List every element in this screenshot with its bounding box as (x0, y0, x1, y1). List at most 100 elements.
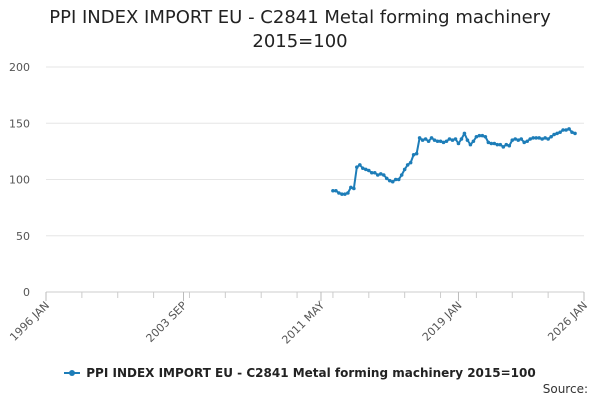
data-point[interactable] (519, 137, 524, 141)
data-point[interactable] (402, 167, 407, 172)
legend-label: PPI INDEX IMPORT EU - C2841 Metal formin… (86, 366, 536, 380)
data-point[interactable] (465, 138, 470, 142)
data-point[interactable] (456, 141, 461, 146)
x-tick-label: 2026 JAN (545, 299, 590, 344)
data-point[interactable] (471, 139, 476, 144)
data-point[interactable] (507, 143, 512, 148)
data-point[interactable] (372, 170, 377, 175)
x-axis: 1996 JAN 2003 SEP 2011 MAY 2019 JAN 2026 JAN (7, 292, 590, 347)
data-point[interactable] (462, 131, 467, 136)
data-point[interactable] (483, 134, 488, 139)
data-point[interactable] (447, 137, 452, 141)
data-point[interactable] (516, 138, 521, 142)
data-point[interactable] (537, 136, 541, 140)
chart-title: PPI INDEX IMPORT EU - C2841 Metal formin… (0, 6, 600, 54)
data-point[interactable] (570, 130, 574, 135)
data-point[interactable] (459, 137, 464, 141)
data-point[interactable] (552, 132, 556, 137)
y-tick-label: 150 (9, 117, 30, 130)
data-point[interactable] (528, 137, 532, 141)
data-point[interactable] (489, 141, 494, 146)
data-point[interactable] (444, 139, 449, 144)
data-point[interactable] (480, 133, 485, 138)
data-point[interactable] (387, 178, 392, 183)
data-point[interactable] (399, 173, 404, 177)
data-point[interactable] (349, 185, 353, 190)
data-point[interactable] (522, 140, 527, 145)
data-point[interactable] (501, 145, 506, 149)
data-point[interactable] (346, 191, 350, 195)
data-point[interactable] (555, 131, 559, 136)
data-point[interactable] (340, 192, 344, 196)
data-point[interactable] (420, 138, 425, 142)
data-point[interactable] (378, 172, 383, 176)
y-axis: 0 50 100 150 200 (9, 61, 30, 299)
data-point[interactable] (411, 152, 416, 157)
data-point[interactable] (510, 138, 515, 142)
x-tick-label: 2003 SEP (144, 299, 190, 345)
data-point[interactable] (381, 173, 386, 177)
data-point[interactable] (367, 168, 371, 173)
data-point[interactable] (534, 136, 538, 140)
data-point[interactable] (334, 188, 338, 193)
data-point[interactable] (417, 136, 422, 140)
data-point[interactable] (375, 173, 380, 177)
data-point[interactable] (361, 166, 365, 171)
data-point[interactable] (546, 137, 550, 141)
data-point[interactable] (495, 142, 500, 147)
data-point[interactable] (540, 137, 544, 141)
data-point[interactable] (450, 138, 455, 142)
y-tick-label: 50 (16, 230, 30, 243)
data-point[interactable] (435, 139, 440, 144)
data-point[interactable] (396, 177, 401, 182)
data-point[interactable] (453, 137, 458, 141)
data-point[interactable] (567, 127, 571, 131)
data-point[interactable] (477, 133, 482, 138)
data-point[interactable] (492, 141, 497, 146)
data-point[interactable] (573, 131, 577, 136)
data-point[interactable] (408, 160, 413, 165)
chart-title-line-2: 2015=100 (252, 31, 348, 52)
data-point[interactable] (468, 142, 473, 147)
data-point[interactable] (561, 128, 565, 132)
data-point[interactable] (543, 136, 547, 140)
data-point[interactable] (438, 139, 443, 144)
grid-lines (46, 66, 584, 293)
y-tick-label: 200 (9, 61, 30, 74)
y-tick-label: 0 (23, 286, 30, 299)
data-point[interactable] (429, 136, 434, 140)
data-point[interactable] (358, 163, 362, 167)
data-point[interactable] (369, 170, 374, 175)
legend-line-marker-icon (64, 369, 81, 376)
data-point[interactable] (558, 130, 562, 135)
data-point[interactable] (531, 136, 535, 140)
data-point[interactable] (343, 192, 347, 196)
data-point[interactable] (474, 134, 479, 139)
legend[interactable]: PPI INDEX IMPORT EU - C2841 Metal formin… (0, 366, 600, 380)
data-point[interactable] (390, 179, 395, 184)
data-point[interactable] (331, 188, 335, 193)
data-point[interactable] (432, 138, 437, 142)
data-point[interactable] (549, 134, 553, 139)
data-point[interactable] (498, 142, 503, 147)
data-point[interactable] (355, 165, 359, 169)
data-point[interactable] (337, 191, 341, 195)
data-point[interactable] (364, 167, 368, 172)
data-point[interactable] (513, 137, 518, 141)
data-point[interactable] (525, 139, 530, 144)
data-point[interactable] (564, 128, 568, 132)
data-point[interactable] (504, 142, 509, 147)
data-point[interactable] (486, 140, 491, 145)
data-point[interactable] (414, 151, 419, 156)
data-point[interactable] (384, 176, 389, 181)
data-point[interactable] (352, 186, 356, 191)
chart-title-line-1: PPI INDEX IMPORT EU - C2841 Metal formin… (49, 7, 551, 28)
data-point[interactable] (423, 137, 428, 141)
data-point[interactable] (441, 140, 446, 145)
data-point[interactable] (405, 163, 410, 167)
data-point[interactable] (426, 139, 431, 144)
series-group (331, 127, 577, 196)
x-tick-label: 2011 MAY (279, 299, 327, 347)
data-point[interactable] (393, 177, 398, 182)
y-tick-label: 100 (9, 174, 30, 187)
